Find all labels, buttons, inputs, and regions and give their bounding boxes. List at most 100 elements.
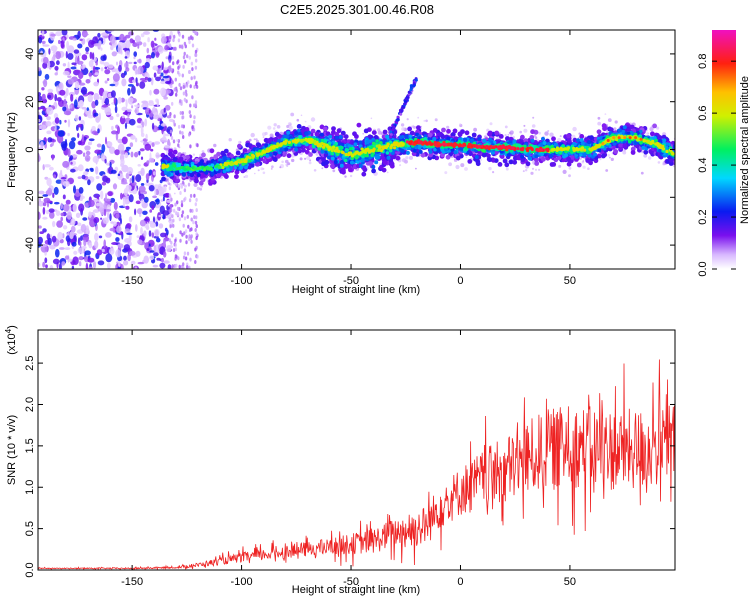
- noise-speckle: [160, 199, 164, 202]
- ridge-mark: [276, 153, 281, 159]
- ridge-mark: [361, 171, 367, 177]
- noise-speckle: [79, 100, 84, 107]
- noise-speckle: [143, 218, 149, 222]
- ridge-halo: [572, 126, 577, 132]
- noise-speckle: [124, 152, 129, 159]
- ridge-mark: [356, 122, 362, 128]
- noise-speckle: [125, 146, 131, 150]
- noise-speckle: [134, 151, 139, 158]
- noise-speckle: [151, 142, 155, 147]
- noise-speckle: [152, 171, 156, 176]
- noise-speckle: [166, 245, 172, 253]
- noise-speckle: [125, 40, 131, 49]
- ridge-mark: [352, 131, 357, 137]
- noise-speckle: [38, 92, 41, 97]
- ridge-halo: [507, 134, 510, 136]
- noise-speckle: [148, 101, 155, 106]
- ridge-halo: [505, 167, 509, 171]
- noise-speckle: [68, 140, 76, 150]
- noise-speckle: [140, 126, 144, 135]
- noise-speckle: [135, 82, 139, 87]
- noise-speckle: [191, 67, 194, 72]
- noise-speckle: [173, 34, 176, 39]
- noise-speckle: [60, 212, 65, 217]
- noise-speckle: [115, 249, 122, 258]
- noise-speckle: [116, 113, 120, 118]
- noise-speckle: [148, 220, 154, 225]
- noise-speckle: [153, 252, 159, 257]
- noise-speckle: [182, 223, 185, 228]
- noise-speckle: [77, 140, 82, 146]
- noise-speckle: [75, 212, 81, 218]
- ridge-halo: [643, 153, 648, 158]
- noise-speckle: [54, 72, 58, 76]
- noise-speckle: [54, 124, 57, 132]
- noise-speckle: [164, 227, 168, 232]
- ridge-halo: [519, 130, 522, 134]
- noise-speckle: [189, 144, 192, 149]
- noise-speckle: [55, 31, 63, 37]
- ridge-halo: [177, 184, 181, 188]
- noise-speckle: [108, 248, 115, 255]
- noise-speckle: [85, 150, 91, 156]
- ridge-mark: [322, 126, 328, 132]
- noise-speckle: [85, 79, 91, 84]
- ridge-halo: [165, 178, 170, 183]
- noise-speckle: [67, 119, 71, 128]
- noise-speckle: [188, 110, 191, 115]
- noise-speckle: [181, 73, 184, 78]
- noise-speckle: [62, 63, 67, 67]
- noise-speckle: [120, 217, 122, 225]
- ridge-mark: [172, 157, 178, 162]
- ridge-halo: [183, 184, 187, 188]
- ridge-mark: [407, 126, 412, 132]
- ridge-mark: [504, 162, 510, 168]
- noise-speckle: [60, 169, 63, 176]
- noise-speckle: [53, 186, 59, 195]
- noise-speckle: [42, 228, 47, 233]
- ridge-halo: [544, 131, 549, 136]
- ridge-halo: [607, 153, 611, 157]
- noise-speckle: [181, 34, 185, 39]
- noise-speckle: [67, 61, 70, 70]
- ridge-mark: [512, 159, 518, 165]
- noise-speckle: [123, 244, 131, 251]
- noise-speckle: [178, 32, 181, 37]
- ridge-mark: [428, 152, 433, 158]
- noise-speckle: [177, 65, 180, 70]
- noise-speckle: [42, 62, 48, 69]
- noise-speckle: [172, 46, 176, 51]
- noise-speckle: [151, 122, 155, 130]
- ridge-halo: [196, 186, 200, 190]
- noise-speckle: [124, 228, 131, 235]
- noise-speckle: [120, 192, 123, 200]
- noise-speckle: [120, 158, 125, 166]
- noise-speckle: [163, 96, 168, 100]
- noise-speckle: [183, 51, 186, 56]
- ridge-mark: [566, 133, 571, 139]
- noise-speckle: [159, 187, 165, 196]
- noise-speckle: [123, 255, 127, 261]
- ridge-mark: [467, 159, 473, 164]
- noise-speckle: [181, 124, 184, 129]
- noise-speckle: [194, 228, 197, 232]
- noise-speckle: [138, 58, 142, 64]
- noise-speckle: [117, 266, 121, 269]
- ridge-mark: [223, 148, 229, 154]
- ridge-mark: [294, 147, 299, 152]
- noise-speckle: [56, 97, 62, 102]
- noise-speckle: [48, 48, 51, 55]
- noise-speckle: [168, 238, 171, 243]
- noise-speckle: [60, 202, 63, 210]
- noise-speckle: [52, 192, 55, 198]
- noise-speckle: [155, 98, 159, 103]
- ridge-halo: [344, 175, 347, 178]
- noise-speckle: [103, 61, 110, 67]
- noise-speckle: [123, 260, 129, 266]
- ridge-halo: [549, 132, 554, 137]
- ridge-mark: [296, 124, 302, 129]
- noise-speckle: [46, 106, 54, 115]
- ridge-mark: [534, 157, 539, 163]
- noise-speckle: [162, 210, 170, 216]
- noise-speckle: [183, 216, 187, 221]
